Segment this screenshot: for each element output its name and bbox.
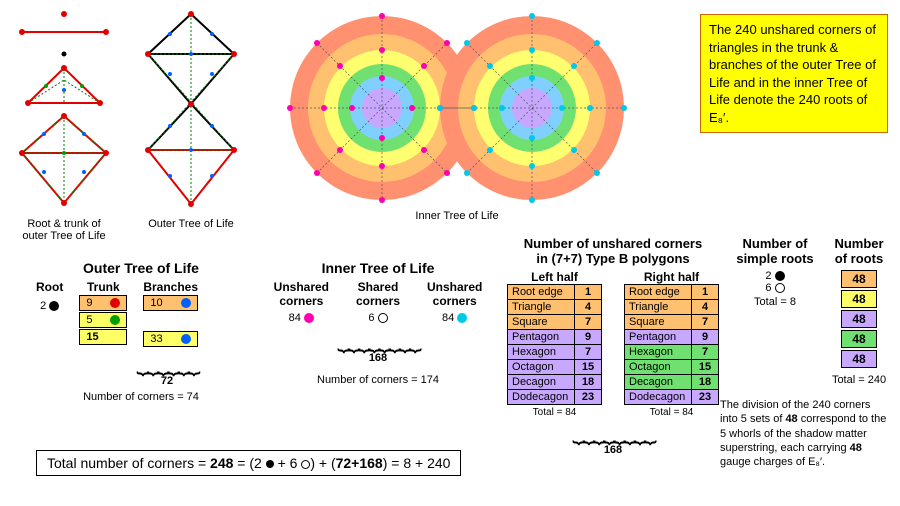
- left-total: Total = 84: [507, 407, 602, 418]
- poly-count: 18: [692, 375, 719, 390]
- val-84l: 84: [268, 312, 335, 324]
- poly-name: Triangle: [508, 300, 575, 315]
- poly-count: 1: [575, 285, 602, 300]
- poly-count: 7: [575, 345, 602, 360]
- poly-count: 15: [575, 360, 602, 375]
- inner-tree-diagram: [272, 8, 642, 208]
- poly-brace: ⏟⏟⏟⏟⏟⏟⏟⏟ 168: [508, 418, 718, 456]
- poly-name: Octagon: [625, 360, 692, 375]
- poly-name: Dodecagon: [625, 390, 692, 405]
- trunk-cell: 15: [79, 329, 127, 345]
- left-half-label: Left half: [507, 270, 602, 284]
- poly-name: Decagon: [508, 375, 575, 390]
- root-swatch: 48: [841, 350, 877, 368]
- polygon-block: Number of unshared corners in (7+7) Type…: [508, 236, 718, 456]
- roots-title: Number of roots: [830, 236, 888, 266]
- root-col-head: Root: [36, 280, 63, 294]
- val-6: 6: [345, 312, 412, 324]
- inner-brace: ⏟⏟⏟⏟⏟⏟⏟⏟ 168: [268, 326, 488, 364]
- poly-count: 4: [575, 300, 602, 315]
- branches-col-head: Branches: [143, 280, 198, 294]
- poly-count: 15: [692, 360, 719, 375]
- root-swatch: 48: [841, 330, 877, 348]
- root-value: 2: [36, 300, 63, 312]
- outer-brace: ⏟⏟⏟⏟⏟⏟ 72: [88, 349, 246, 387]
- inner-corner-count: Number of corners = 174: [268, 374, 488, 386]
- poly-count: 18: [575, 375, 602, 390]
- formula-label: Total number of corners =: [47, 455, 210, 471]
- poly-count: 9: [692, 330, 719, 345]
- outer-tree-diagram: [136, 8, 246, 208]
- trunk-col-head: Trunk: [79, 280, 127, 294]
- poly-name: Dodecagon: [508, 390, 575, 405]
- formula-box: Total number of corners = 248 = (2 + 6 )…: [36, 450, 461, 476]
- polygon-table-right: Root edge1Triangle4Square7Pentagon9Hexag…: [624, 284, 719, 405]
- inner-tree-label: Inner Tree of Life: [272, 210, 642, 222]
- outer-tree-label: Outer Tree of Life: [136, 218, 246, 230]
- col-shared: Shared corners: [345, 280, 412, 308]
- poly-count: 7: [575, 315, 602, 330]
- poly-name: Hexagon: [625, 345, 692, 360]
- poly-count: 1: [692, 285, 719, 300]
- poly-title: Number of unshared corners in (7+7) Type…: [508, 236, 718, 266]
- callout-box: The 240 unshared corners of triangles in…: [700, 14, 888, 133]
- inner-title: Inner Tree of Life: [268, 260, 488, 276]
- poly-count: 23: [575, 390, 602, 405]
- root-trunk-label: Root & trunk of outer Tree of Life: [6, 218, 122, 242]
- inner-block: Inner Tree of Life Unshared corners 84 S…: [268, 260, 488, 386]
- poly-name: Root edge: [625, 285, 692, 300]
- roots-total: Total = 240: [830, 374, 888, 386]
- col-unshared-r: Unshared corners: [421, 280, 488, 308]
- formula-rest: = (2 + 6 ) + (72+168) = 8 + 240: [237, 455, 450, 471]
- poly-name: Square: [508, 315, 575, 330]
- polygon-table-left: Root edge1Triangle4Square7Pentagon9Hexag…: [507, 284, 602, 405]
- poly-count: 7: [692, 315, 719, 330]
- branch-cell: 10: [143, 295, 198, 311]
- right-total: Total = 84: [624, 407, 719, 418]
- simple-roots-block: Number of simple roots 2 6 Total = 8: [732, 236, 818, 308]
- poly-name: Octagon: [508, 360, 575, 375]
- poly-name: Root edge: [508, 285, 575, 300]
- bottom-paragraph: The division of the 240 corners into 5 s…: [720, 398, 890, 469]
- poly-name: Decagon: [625, 375, 692, 390]
- roots-block: Number of roots 48 48 48 48 48 Total = 240: [830, 236, 888, 386]
- simple-root-black: 2: [732, 270, 818, 282]
- poly-name: Pentagon: [625, 330, 692, 345]
- branch-cell: 33: [143, 331, 198, 347]
- trunk-cell: 9: [79, 295, 127, 311]
- poly-name: Hexagon: [508, 345, 575, 360]
- poly-count: 23: [692, 390, 719, 405]
- simple-roots-title: Number of simple roots: [732, 236, 818, 266]
- outer-block: Outer Tree of Life Root 2 Trunk 9515 Bra…: [36, 260, 246, 403]
- root-swatch: 48: [841, 310, 877, 328]
- trunk-cell: 5: [79, 312, 127, 328]
- simple-root-total: Total = 8: [732, 296, 818, 308]
- root-swatch: 48: [841, 290, 877, 308]
- root-trunk-diagram: [14, 8, 114, 208]
- poly-name: Square: [625, 315, 692, 330]
- poly-name: Pentagon: [508, 330, 575, 345]
- col-unshared-l: Unshared corners: [268, 280, 335, 308]
- outer-corner-count: Number of corners = 74: [36, 391, 246, 403]
- poly-name: Triangle: [625, 300, 692, 315]
- poly-count: 9: [575, 330, 602, 345]
- poly-count: 4: [692, 300, 719, 315]
- right-half-label: Right half: [624, 270, 719, 284]
- poly-count: 7: [692, 345, 719, 360]
- root-swatch: 48: [841, 270, 877, 288]
- outer-title: Outer Tree of Life: [36, 260, 246, 276]
- val-84r: 84: [421, 312, 488, 324]
- simple-root-hollow: 6: [732, 282, 818, 294]
- formula-bold: 248: [210, 455, 233, 471]
